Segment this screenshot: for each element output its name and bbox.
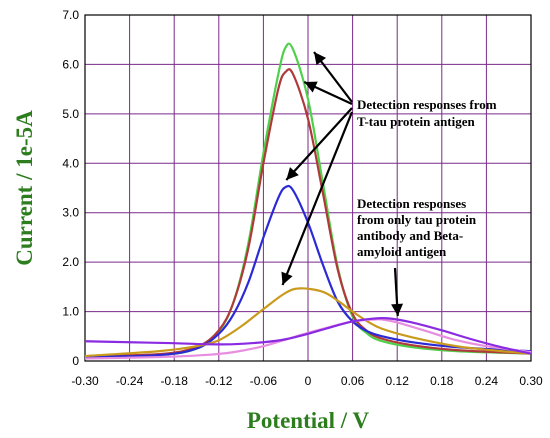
arrow-to-green-peak	[313, 51, 353, 103]
series-line-2	[84, 68, 532, 358]
annotation-t-tau-line-2: T-tau protein antigen	[357, 114, 476, 129]
annotation-tau-antibody-line-4: amyloid antigen	[357, 244, 447, 259]
y-tick-labels: 0 1.0 2.0 3.0 4.0 5.0 6.0 7.0	[62, 8, 79, 368]
annotation-tau-antibody-line-3: antibody and Beta-	[357, 228, 463, 243]
x-tick-label: -0.06	[250, 374, 278, 388]
x-tick-label: -0.24	[116, 374, 144, 388]
y-tick-label: 2.0	[62, 255, 79, 269]
y-tick-label: 6.0	[62, 57, 79, 71]
y-axis-title: Current / 1e-5A	[12, 110, 37, 266]
x-tick-label: -0.18	[161, 374, 189, 388]
arrow-to-purple-peak	[391, 267, 404, 317]
y-tick-label: 0	[72, 354, 79, 368]
y-tick-label: 5.0	[62, 107, 79, 121]
grid-lines	[84, 14, 532, 362]
plot-frame	[84, 14, 532, 362]
annotation-arrows	[281, 51, 404, 317]
annotation-tau-antibody-line-2: from only tau protein	[357, 212, 477, 227]
y-tick-label: 1.0	[62, 305, 79, 319]
x-tick-label: 0.06	[341, 374, 365, 388]
x-tick-label: -0.30	[71, 374, 99, 388]
arrow-to-red-peak	[303, 81, 353, 105]
x-tick-label: 0.18	[430, 374, 454, 388]
arrow-to-blue-peak	[285, 107, 353, 181]
annotation-t-tau-line-1: Detection responses from	[357, 97, 497, 112]
series-line-6	[84, 316, 532, 355]
x-tick-labels: -0.30 -0.24 -0.18 -0.12 -0.06 0 0.06 0.12 0.18 0.…	[71, 374, 543, 388]
series-layer	[84, 42, 532, 360]
y-tick-label: 3.0	[62, 206, 79, 220]
x-tick-label: 0.30	[519, 374, 543, 388]
x-tick-label: 0	[305, 374, 312, 388]
y-tick-label: 7.0	[62, 8, 79, 22]
x-tick-label: -0.12	[205, 374, 233, 388]
y-tick-label: 4.0	[62, 156, 79, 170]
x-axis-title: Potential / V	[247, 408, 370, 433]
annotation-tau-antibody-line-1: Detection responses	[357, 196, 466, 211]
x-tick-label: 0.24	[475, 374, 499, 388]
series-line-3	[84, 184, 532, 359]
x-tick-label: 0.12	[386, 374, 410, 388]
arrow-to-gold-peak	[281, 111, 354, 286]
